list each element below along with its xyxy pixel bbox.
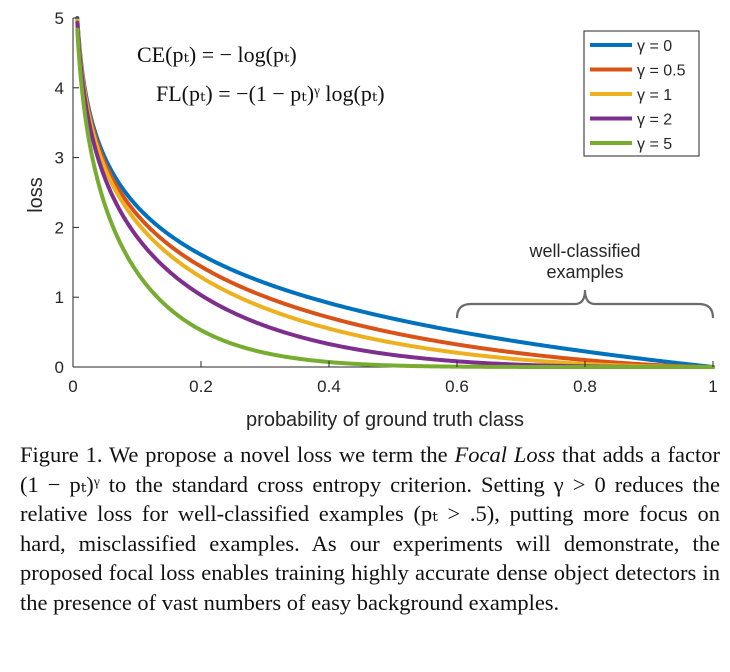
y-tick-label: 5 xyxy=(55,9,64,28)
y-tick-label: 0 xyxy=(55,358,64,377)
caption-label: Figure 1. We propose a novel loss we ter… xyxy=(20,442,455,467)
curve-gamma-5 xyxy=(75,27,715,369)
curve-gamma-0 xyxy=(75,16,715,369)
legend-label: γ = 1 xyxy=(637,87,672,104)
y-tick-label: 4 xyxy=(55,79,64,98)
loss-curves xyxy=(75,16,715,369)
y-tick-label: 3 xyxy=(55,149,64,168)
focal-loss-chart: 0 0.2 0.4 0.6 0.8 1 0 1 2 3 4 5 loss probability of… xyxy=(25,9,718,431)
curve-gamma-0-5 xyxy=(75,17,715,369)
legend-label: γ = 2 xyxy=(637,112,672,129)
legend-label: γ = 0.5 xyxy=(637,63,686,80)
y-axis-label: loss xyxy=(25,177,47,213)
y-tick-label: 1 xyxy=(55,288,64,307)
x-tick-label: 1 xyxy=(708,377,717,396)
caption-body: that adds a factor (1 − pₜ)ᵞ to the stan… xyxy=(20,442,720,615)
x-tick-label: 0.2 xyxy=(189,377,213,396)
x-tick-label: 0 xyxy=(68,377,77,396)
x-tick-label: 0.6 xyxy=(445,377,469,396)
curve-gamma-1 xyxy=(75,18,715,369)
ce-formula: CE(pₜ) = − log(pₜ) xyxy=(137,42,297,67)
well-classified-annotation: well-classified examples xyxy=(455,241,715,319)
fl-formula: FL(pₜ) = −(1 − pₜ)ᵞ log(pₜ) xyxy=(156,81,385,106)
y-tick-label: 2 xyxy=(55,218,64,237)
legend-label: γ = 5 xyxy=(637,136,672,153)
tick-labels: 0 0.2 0.4 0.6 0.8 1 0 1 2 3 4 5 xyxy=(55,9,718,396)
figure-caption: Figure 1. We propose a novel loss we ter… xyxy=(20,440,720,617)
x-tick-label: 0.8 xyxy=(573,377,597,396)
annotation-line1: well-classified xyxy=(528,241,640,261)
legend-label: γ = 0 xyxy=(637,38,672,55)
annotation-brace xyxy=(455,289,715,319)
legend: γ = 0 γ = 0.5 γ = 1 γ = 2 γ = 5 xyxy=(583,30,700,157)
x-tick-label: 0.4 xyxy=(317,377,341,396)
caption-term: Focal Loss xyxy=(454,442,556,467)
annotation-line2: examples xyxy=(546,262,623,282)
x-axis-label: probability of ground truth class xyxy=(246,409,524,431)
